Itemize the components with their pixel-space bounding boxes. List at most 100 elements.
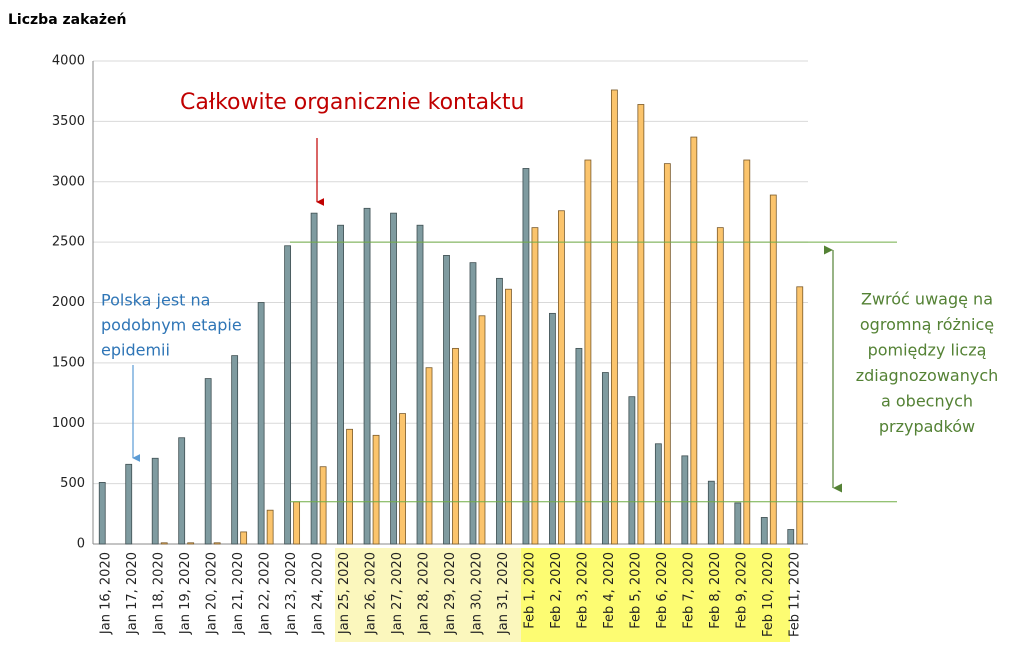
bar [469,262,477,545]
bar [716,227,724,545]
annotation: ogromną różnicę [860,315,994,334]
bar [443,255,450,545]
x-tick-label: Jan 31, 2020 [496,552,511,635]
bar [346,428,353,545]
bar [654,443,662,545]
x-tick-label: Feb 8, 2020 [708,552,723,629]
bar [505,288,512,545]
bar [734,502,742,545]
x-tick-label: Feb 1, 2020 [522,552,537,629]
bar [213,542,221,545]
bar [363,207,371,545]
x-tick-label: Feb 4, 2020 [602,552,617,629]
bar [284,245,292,545]
bar [769,194,777,545]
x-tick-label: Jan 24, 2020 [311,552,326,635]
bar [187,542,195,545]
x-tick-label: Jan 18, 2020 [152,552,167,635]
y-tick-label: 1000 [52,416,85,431]
bar [796,286,804,545]
x-tick-label: Feb 2, 2020 [549,552,564,629]
annotation: zdiagnozowanych [856,366,999,385]
bar [293,501,301,545]
y-tick-label: 1500 [52,355,85,370]
annotation: pomiędzy liczą [868,341,987,360]
bar [558,210,565,545]
y-tick-label: 2500 [52,235,85,250]
bar [575,347,583,545]
x-tick-label: Jan 29, 2020 [443,552,458,635]
bar [310,212,318,545]
highlight-band [521,548,790,642]
bar [584,159,592,545]
bar [416,224,424,545]
x-tick-label: Jan 23, 2020 [284,552,299,635]
y-tick-label: 3500 [52,114,85,129]
bar [98,482,106,545]
bar [601,372,609,545]
bar [319,466,327,545]
bar [787,529,795,545]
y-tick-label: 4000 [52,54,85,69]
chart-title: Liczba zakażeń [8,12,126,28]
bar [549,312,556,545]
x-tick-label: Feb 3, 2020 [575,552,590,629]
bar [425,367,433,545]
bar [372,434,380,545]
x-tick-label: Jan 20, 2020 [205,552,220,635]
annotation: podobnym etapie [101,316,242,335]
bar [399,413,406,545]
x-tick-label: Jan 17, 2020 [125,552,140,635]
bar [240,531,248,545]
bar [390,212,397,545]
y-tick-label: 0 [77,537,85,552]
bar [125,463,133,545]
annotation: epidemii [101,341,170,360]
annotation: a obecnych [881,392,973,411]
bar [531,227,539,545]
y-tick-label: 3000 [52,174,85,189]
x-tick-label: Feb 11, 2020 [787,552,802,637]
x-tick-label: Jan 21, 2020 [231,552,246,635]
bar [743,159,751,545]
x-tick-label: Jan 16, 2020 [99,552,114,635]
bar [681,455,689,545]
bar [204,378,212,545]
x-tick-label: Jan 19, 2020 [178,552,193,635]
bar [478,315,486,545]
bar [178,437,186,545]
x-tick-label: Jan 22, 2020 [258,552,273,635]
annotation: Polska jest na [101,291,210,310]
y-tick-label: 2000 [52,295,85,310]
bar [266,509,274,545]
x-tick-label: Jan 27, 2020 [390,552,405,635]
bar [628,396,636,545]
x-tick-label: Jan 25, 2020 [337,552,352,635]
bar [496,277,503,545]
x-tick-label: Feb 10, 2020 [761,552,776,637]
highlight-band [335,548,521,642]
bar [637,104,645,545]
bar [522,168,530,545]
bar [337,224,344,545]
plot-area: 0 500 1000 1500 2000 2500 3000 3500 4000 Jan 16, … [52,54,897,637]
bar [610,89,618,545]
x-tick-label: Jan 30, 2020 [469,552,484,635]
x-tick-label: Feb 7, 2020 [681,552,696,629]
bar [760,517,768,545]
x-tick-label: Feb 5, 2020 [628,552,643,629]
x-tick-label: Jan 28, 2020 [417,552,432,635]
bar [160,542,168,545]
y-tick-label: 500 [60,476,85,491]
bar [707,480,715,545]
bar [690,136,698,545]
bar [151,457,159,545]
bar [231,355,239,545]
bar [663,163,671,545]
bar [452,347,459,545]
x-tick-label: Feb 6, 2020 [655,552,670,629]
annotation: Zwróć uwagę na [861,290,993,309]
bar [257,302,265,545]
x-tick-label: Jan 26, 2020 [364,552,379,635]
